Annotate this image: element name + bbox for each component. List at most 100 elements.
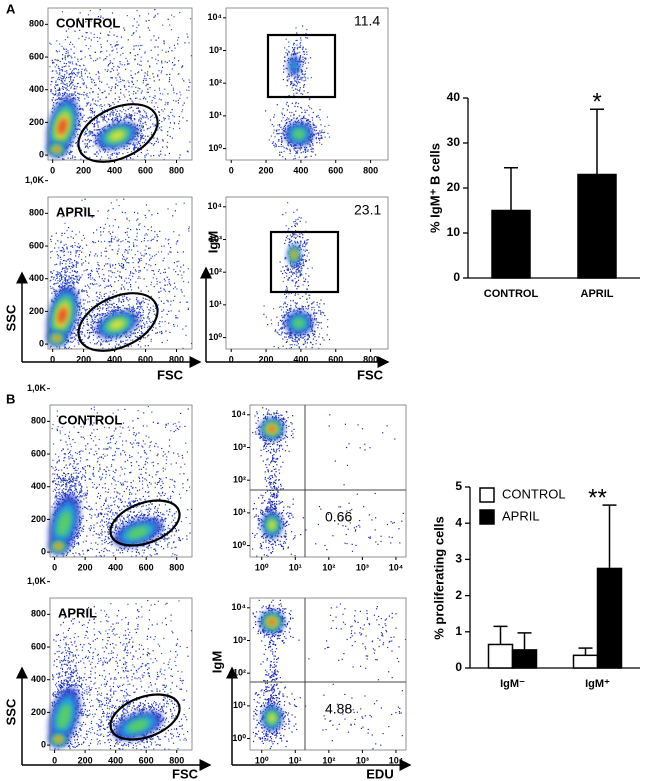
event: [282, 132, 284, 134]
event: [63, 83, 65, 85]
event: [158, 127, 160, 129]
event: [114, 236, 117, 238]
event: [133, 333, 135, 335]
event: [133, 90, 135, 93]
event: [108, 25, 111, 28]
event: [140, 346, 142, 348]
event: [301, 307, 303, 309]
event: [294, 120, 296, 122]
event: [175, 203, 177, 205]
event: [293, 49, 295, 51]
event: [146, 269, 148, 271]
event: [131, 272, 134, 274]
event: [188, 228, 190, 230]
event: [100, 46, 102, 48]
event: [290, 84, 292, 86]
event: [140, 306, 142, 309]
event: [288, 331, 290, 333]
event: [148, 127, 150, 129]
event: [76, 250, 78, 252]
event: [72, 266, 74, 269]
event: [114, 281, 116, 283]
event: [150, 321, 152, 324]
event: [82, 262, 84, 264]
event: [172, 89, 175, 91]
event: [112, 208, 114, 210]
event: [123, 108, 125, 111]
event: [158, 119, 161, 121]
event: [82, 82, 84, 84]
event: [291, 53, 293, 55]
event: [304, 146, 306, 148]
event: [310, 328, 313, 331]
event: [53, 290, 55, 292]
event: [135, 325, 138, 327]
event: [309, 145, 311, 147]
event: [123, 264, 125, 266]
event: [150, 132, 153, 134]
event: [118, 343, 120, 345]
event: [143, 237, 146, 239]
event: [100, 234, 102, 236]
event: [101, 50, 103, 52]
event: [58, 346, 60, 348]
event: [296, 52, 298, 54]
event: [307, 143, 309, 145]
event: [296, 73, 299, 75]
event: [117, 307, 119, 309]
event: [136, 311, 138, 313]
event: [277, 124, 279, 126]
event: [146, 116, 148, 118]
event: [117, 240, 119, 242]
event: [163, 158, 165, 161]
event: [142, 127, 144, 129]
event: [311, 117, 313, 119]
event: [85, 32, 87, 34]
event: [153, 238, 155, 240]
event: [129, 274, 131, 276]
event: [65, 63, 67, 65]
event: [70, 55, 72, 57]
event: [138, 258, 140, 261]
event: [78, 64, 80, 67]
event: [91, 122, 93, 125]
event: [301, 49, 304, 51]
event: [63, 279, 65, 281]
event: [173, 44, 175, 46]
event: [288, 78, 290, 80]
event: [101, 81, 103, 83]
event: [74, 322, 76, 324]
event: [130, 331, 132, 333]
event: [59, 43, 61, 45]
event: [173, 282, 176, 284]
event: [307, 150, 309, 152]
event: [132, 308, 134, 310]
event: [64, 278, 66, 280]
event: [160, 99, 162, 101]
event: [117, 309, 119, 311]
event: [104, 223, 106, 225]
event: [123, 295, 126, 297]
event: [70, 151, 72, 153]
y-tick-label: 400: [29, 273, 44, 283]
event: [183, 202, 185, 204]
event: [295, 152, 297, 154]
event: [133, 211, 136, 213]
event: [139, 270, 141, 272]
event: [152, 309, 154, 311]
event: [313, 129, 315, 131]
event: [283, 315, 285, 317]
event: [109, 113, 111, 116]
event: [139, 127, 141, 129]
event: [114, 346, 116, 348]
event: [65, 260, 67, 262]
event: [168, 60, 170, 62]
x-tick-label: 0: [50, 354, 55, 364]
event: [143, 137, 145, 139]
event: [167, 115, 169, 117]
event: [66, 279, 68, 281]
event: [133, 123, 135, 125]
event: [96, 306, 99, 308]
event: [141, 325, 143, 327]
event: [142, 317, 145, 319]
